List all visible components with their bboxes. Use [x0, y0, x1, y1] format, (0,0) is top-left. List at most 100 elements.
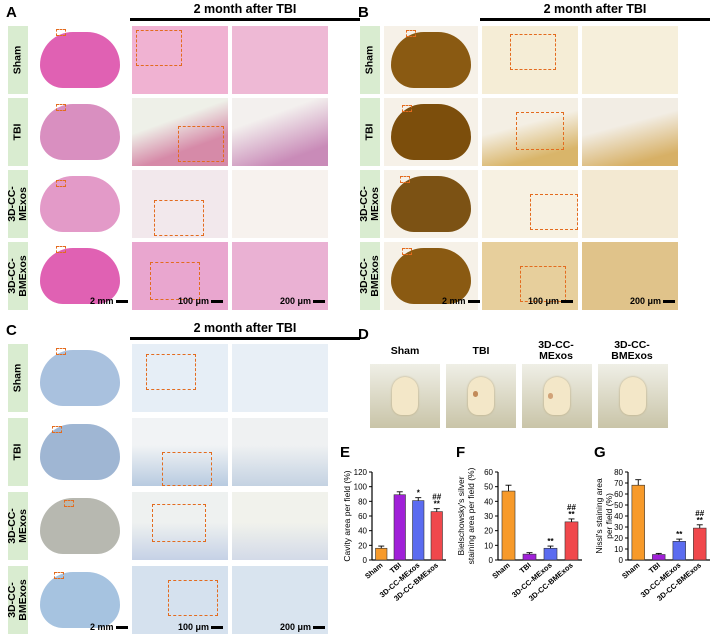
panel-b-sham-200um — [582, 26, 678, 94]
y-tick-label: 40 — [614, 512, 623, 521]
y-tick-label: 20 — [614, 534, 623, 543]
bar-tbi — [522, 553, 537, 561]
panel-b-letter: B — [358, 4, 369, 21]
y-tick-label: 30 — [484, 512, 493, 521]
panel-c-bmexos-200um — [232, 566, 328, 634]
panel-c-bmexos-whole-brain — [32, 566, 128, 634]
panel-d-label-mexos: 3D-CC- MExos — [538, 339, 574, 362]
panel-a-row-label-mexos: 3D-CC- MExos — [6, 170, 29, 238]
panel-a-sham-whole-brain — [32, 26, 128, 94]
panel-a-mexos-100um — [132, 170, 228, 238]
panel-c-row-label-bmexos: 3D-CC- BMExos — [6, 566, 29, 634]
panel-d-label-bmexos: 3D-CC- BMExos — [611, 339, 653, 362]
panel-b-row-label-mexos: 3D-CC- MExos — [358, 170, 381, 238]
panel-a-scalebar-200um: 200 μm — [280, 296, 326, 306]
panel-b-tbi-100um — [482, 98, 578, 166]
panel-c-scalebar-100um: 100 μm — [178, 622, 224, 632]
y-tick-label: 70 — [614, 479, 623, 488]
y-tick-label: 120 — [354, 468, 368, 477]
panel-c-mexos-100um — [132, 492, 228, 560]
bar-3d-cc-bmexos — [564, 521, 579, 561]
panel-a-mexos-200um — [232, 170, 328, 238]
y-tick-label: 10 — [484, 541, 493, 550]
panel-a-tbi-100um — [132, 98, 228, 166]
panel-c-tbi-100um — [132, 418, 228, 486]
panel-d-brain-photo-mexos — [522, 364, 592, 428]
y-tick-label: 40 — [358, 527, 367, 536]
panel-c-scalebar-2mm: 2 mm — [90, 622, 128, 632]
panel-a-scalebar-2mm: 2 mm — [90, 296, 128, 306]
y-tick-label: 40 — [484, 497, 493, 506]
panel-b-sham-whole-brain — [384, 26, 478, 94]
panel-d-letter: D — [358, 326, 369, 343]
panel-b-bmexos-whole-brain — [384, 242, 478, 310]
panel-a-title-rule — [130, 18, 360, 21]
x-tick-label: TBI — [518, 561, 533, 576]
panel-a-sham-200um — [232, 26, 328, 94]
panel-c-letter: C — [6, 322, 17, 339]
y-tick-label: 0 — [363, 556, 368, 565]
x-tick-label: Sham — [490, 560, 512, 580]
panel-b-mexos-100um — [482, 170, 578, 238]
significance-annotation: * — [417, 489, 421, 498]
panel-a-mexos-whole-brain — [32, 170, 128, 238]
y-tick-label: 60 — [358, 512, 367, 521]
panel-c-tbi-whole-brain — [32, 418, 128, 486]
panel-b-scalebar-200um: 200 μm — [630, 296, 676, 306]
bar-3d-cc-mexos — [543, 547, 558, 561]
panel-a-bmexos-100um — [132, 242, 228, 310]
panel-c-tbi-200um — [232, 418, 328, 486]
panel-d-label-tbi: TBI — [472, 345, 490, 357]
panel-a-sham-100um — [132, 26, 228, 94]
panel-d-brain-photo-tbi — [446, 364, 516, 428]
significance-annotation: ## ** — [567, 503, 576, 519]
significance-annotation: ** — [676, 530, 683, 539]
panel-e-letter: E — [340, 444, 351, 461]
panel-c-bmexos-100um — [132, 566, 228, 634]
significance-annotation: ## ** — [695, 509, 704, 525]
y-tick-label: 0 — [489, 556, 494, 565]
y-tick-label: 20 — [358, 541, 367, 550]
panel-a-row-label-sham: Sham — [8, 26, 28, 94]
panel-c-scalebar-200um: 200 μm — [280, 622, 326, 632]
panel-d-brain-photo-sham — [370, 364, 440, 428]
panel-a-tbi-whole-brain — [32, 98, 128, 166]
panel-b-mexos-200um — [582, 170, 678, 238]
panel-b-row-label-bmexos: 3D-CC- BMExos — [358, 242, 381, 310]
panel-a-scalebar-100um: 100 μm — [178, 296, 224, 306]
panel-a-bmexos-200um — [232, 242, 328, 310]
panel-c-mexos-200um — [232, 492, 328, 560]
panel-b-title-rule — [480, 18, 710, 21]
panel-b-scalebar-100um: 100 μm — [528, 296, 574, 306]
panel-a-row-label-tbi: TBI — [8, 98, 28, 166]
panel-c-sham-whole-brain — [32, 344, 128, 412]
panel-b-bmexos-100um — [482, 242, 578, 310]
panel-b-mexos-whole-brain — [384, 170, 478, 238]
bar-sham — [501, 490, 516, 561]
panel-c-sham-200um — [232, 344, 328, 412]
y-tick-label: 60 — [484, 468, 493, 477]
panel-a-row-label-bmexos: 3D-CC- BMExos — [6, 242, 29, 310]
panel-a-letter: A — [6, 4, 17, 21]
x-tick-label: Sham — [620, 560, 642, 580]
panel-c-row-label-tbi: TBI — [8, 418, 28, 486]
bar-tbi — [393, 494, 406, 561]
y-tick-label: 0 — [619, 556, 624, 565]
panel-c-title: 2 month after TBI — [193, 321, 297, 335]
panel-b-scalebar-2mm: 2 mm — [442, 296, 480, 306]
bar-tbi — [652, 554, 666, 561]
panel-g-letter: G — [594, 444, 606, 461]
panel-c-row-label-mexos: 3D-CC- MExos — [6, 492, 29, 560]
bar-sham — [631, 484, 645, 561]
panel-b-title: 2 month after TBI — [543, 2, 647, 16]
bar-3d-cc-bmexos — [693, 527, 707, 561]
panel-f-letter: F — [456, 444, 466, 461]
panel-b-bmexos-200um — [582, 242, 678, 310]
y-tick-label: 80 — [614, 468, 623, 477]
bar-3d-cc-bmexos — [430, 511, 443, 561]
panel-b-row-label-tbi: TBI — [360, 98, 380, 166]
significance-annotation: ## ** — [432, 493, 441, 509]
panel-b-tbi-whole-brain — [384, 98, 478, 166]
